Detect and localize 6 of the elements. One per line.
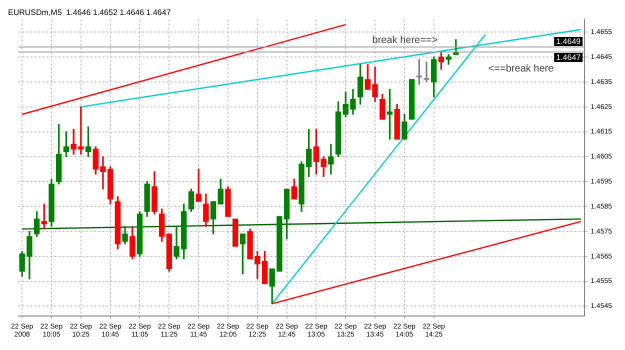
chart-title: EURUSDm,M5 1.4646 1.4652 1.4646 1.4647 xyxy=(8,8,172,18)
ref-line-label: 1.4647 xyxy=(556,53,582,62)
annotation: <==break here xyxy=(488,63,554,74)
ref-line-label: 1.4649 xyxy=(556,37,582,46)
annotation: break here==> xyxy=(372,35,438,46)
candlestick xyxy=(424,62,430,82)
